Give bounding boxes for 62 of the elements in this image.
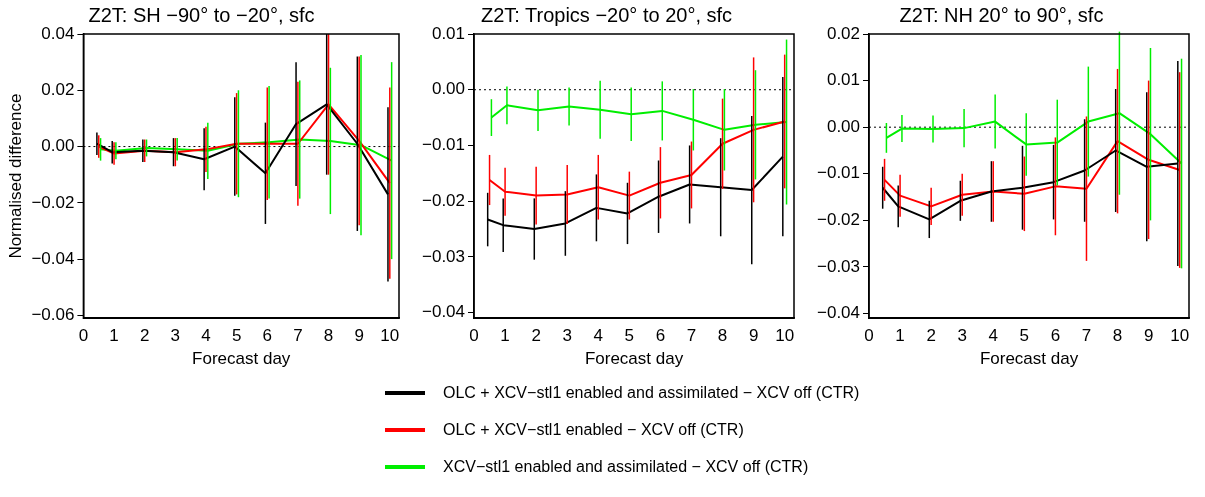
y-tick-label: −0.03 <box>422 246 466 266</box>
y-tick-label: −0.04 <box>31 248 75 268</box>
y-tick-label: −0.06 <box>31 305 75 325</box>
x-tick-label: 0 <box>864 326 874 346</box>
y-tick-label: 0.00 <box>826 116 861 136</box>
y-tick-label: −0.04 <box>422 302 466 322</box>
x-tick-label: 2 <box>531 326 541 346</box>
x-tick-label: 4 <box>593 326 604 346</box>
x-tick-label: 9 <box>354 326 364 346</box>
y-tick-label: 0.01 <box>431 23 466 43</box>
x-tick-label: 4 <box>988 326 999 346</box>
x-tick-label: 8 <box>323 326 334 346</box>
x-tick-label: 0 <box>78 326 89 346</box>
x-tick-label: 7 <box>686 326 697 346</box>
x-tick-label: 9 <box>748 326 759 346</box>
y-tick-label: 0.02 <box>826 23 861 43</box>
y-tick-label: −0.02 <box>817 210 861 230</box>
x-tick-label: 8 <box>1112 326 1123 346</box>
x-tick-label: 3 <box>170 326 181 346</box>
x-axis-title: Forecast day <box>979 349 1079 369</box>
x-tick-label: 3 <box>562 326 572 346</box>
x-tick-label: 2 <box>926 326 936 346</box>
x-tick-label: 0 <box>469 326 479 346</box>
x-tick-label: 8 <box>717 326 728 346</box>
x-tick-label: 7 <box>1081 326 1092 346</box>
x-tick-label: 1 <box>109 326 119 346</box>
x-tick-label: 9 <box>1143 326 1154 346</box>
x-tick-label: 2 <box>139 326 150 346</box>
legend-label: XCV−stl1 enabled and assimilated − XCV off (CTR) <box>443 458 809 476</box>
x-tick-label: 5 <box>624 326 635 346</box>
y-tick-label: 0.00 <box>41 136 75 156</box>
y-tick-label: 0.01 <box>826 70 861 90</box>
x-tick-label: 10 <box>380 326 400 346</box>
y-tick-label: −0.04 <box>817 303 861 323</box>
y-tick-label: −0.01 <box>817 163 861 183</box>
y-tick-label: −0.03 <box>817 256 861 276</box>
y-axis-title: Normalised difference <box>5 93 25 259</box>
x-tick-label: 5 <box>1019 326 1030 346</box>
chart-title: Z2T: SH −90° to −20°, sfc <box>88 3 315 26</box>
x-tick-label: 6 <box>262 326 272 346</box>
x-tick-label: 6 <box>1050 326 1061 346</box>
x-tick-label: 1 <box>895 326 905 346</box>
x-tick-label: 3 <box>957 326 967 346</box>
legend-label: OLC + XCV−stl1 enabled − XCV off (CTR) <box>443 421 744 439</box>
y-tick-label: 0.00 <box>431 79 466 99</box>
x-tick-label: 10 <box>775 326 795 346</box>
x-axis-title: Forecast day <box>584 349 684 369</box>
y-tick-label: 0.04 <box>41 23 75 43</box>
y-tick-label: 0.02 <box>41 79 75 99</box>
x-tick-label: 7 <box>293 326 303 346</box>
x-axis-title: Forecast day <box>192 349 291 369</box>
x-tick-label: 6 <box>655 326 666 346</box>
y-tick-label: −0.01 <box>422 135 466 155</box>
y-tick-label: −0.02 <box>31 192 75 212</box>
x-tick-label: 10 <box>1170 326 1190 346</box>
chart-title: Z2T: NH 20° to 90°, sfc <box>899 3 1104 26</box>
chart-title: Z2T: Tropics −20° to 20°, sfc <box>480 3 733 26</box>
x-tick-label: 4 <box>201 326 211 346</box>
legend-label: OLC + XCV−stl1 enabled and assimilated − XCV off (CTR) <box>443 384 860 402</box>
x-tick-label: 5 <box>231 326 242 346</box>
y-tick-label: −0.02 <box>422 190 466 210</box>
x-tick-label: 1 <box>500 326 510 346</box>
